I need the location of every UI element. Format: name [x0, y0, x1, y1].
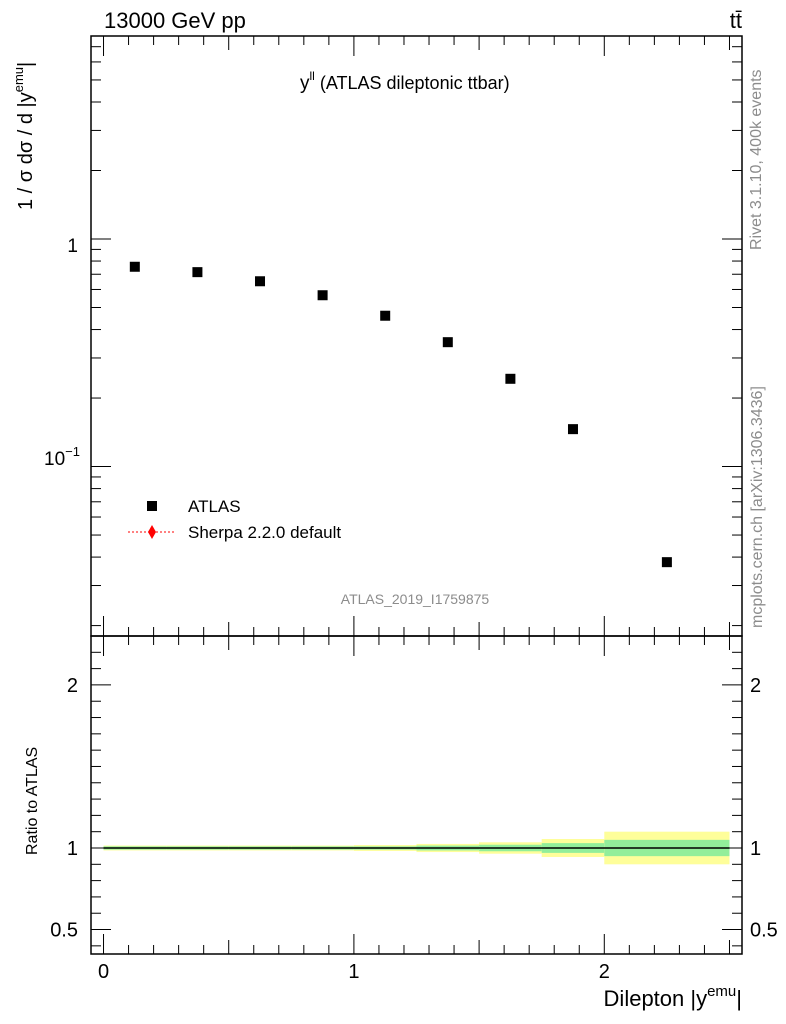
main-plot-ticks [91, 36, 742, 636]
atlas-data-point [317, 290, 328, 301]
legend-marker-atlas [147, 501, 157, 511]
atlas-data-point [192, 267, 203, 278]
y-axis-label: 1 / σ dσ / d |yemu| [11, 62, 37, 210]
atlas-data-point [129, 261, 140, 272]
legend-label-sherpa: Sherpa 2.2.0 default [188, 523, 341, 542]
legend-marker-sherpa [148, 525, 156, 539]
ratio-plot-ticks [91, 636, 742, 954]
atlas-data-point [505, 373, 516, 384]
ratio-y-axis-label: Ratio to ATLAS [24, 747, 41, 855]
ratio-y-tick-label-right: 2 [750, 675, 761, 697]
atlas-data-point [567, 424, 578, 435]
legend: ATLAS Sherpa 2.2.0 default [128, 497, 341, 542]
header-energy: 13000 GeV pp [104, 8, 246, 33]
rivet-label: Rivet 3.1.10, 400k events [748, 69, 765, 250]
atlas-data-points [129, 261, 672, 568]
x-tick-label: 2 [599, 961, 610, 983]
ratio-y-tick-label-right: 0.5 [750, 920, 778, 942]
header-process: tt̄ [730, 8, 742, 33]
plot-title: yll (ATLAS dileptonic ttbar) [300, 69, 510, 94]
ratio-y-tick-label: 1 [67, 838, 78, 860]
ratio-y-tick-label: 2 [67, 675, 78, 697]
ratio-tick-labels: 0.5 0.5 1 1 2 2 0 1 2 [50, 675, 778, 983]
y-tick-label-0.1: 10−1 [44, 444, 80, 470]
main-plot-frame [90, 35, 743, 637]
ratio-y-tick-label: 0.5 [50, 920, 78, 942]
main-plot-panel: yll (ATLAS dileptonic ttbar) 1 / σ dσ / … [11, 35, 743, 637]
atlas-data-point [661, 557, 672, 568]
x-tick-label: 1 [348, 961, 359, 983]
ratio-y-tick-label-right: 1 [750, 838, 761, 860]
analysis-watermark: ATLAS_2019_I1759875 [341, 591, 490, 607]
ratio-plot-panel: 0.5 0.5 1 1 2 2 0 1 2 Ratio to ATLAS Dilepton |y… [24, 635, 778, 1011]
legend-label-atlas: ATLAS [188, 497, 241, 516]
atlas-data-point [380, 310, 391, 321]
x-tick-label: 0 [98, 961, 109, 983]
mcplots-label: mcplots.cern.ch [arXiv:1306.3436] [749, 386, 766, 628]
ratio-plot-frame [90, 635, 743, 955]
y-tick-label-1: 1 [67, 236, 78, 257]
atlas-data-point [442, 337, 453, 348]
atlas-data-point [255, 276, 266, 287]
x-axis-label: Dilepton |yemu| [604, 983, 742, 1011]
